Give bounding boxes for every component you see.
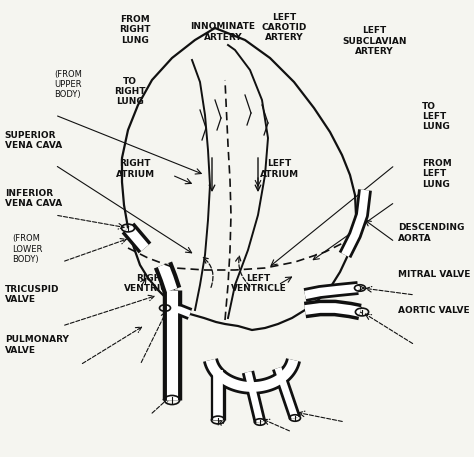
Text: TO
LEFT
LUNG: TO LEFT LUNG (422, 101, 450, 132)
Text: INFERIOR
VENA CAVA: INFERIOR VENA CAVA (5, 189, 62, 208)
Text: LEFT
VENTRICLE: LEFT VENTRICLE (230, 274, 286, 293)
Text: MITRAL VALVE: MITRAL VALVE (398, 270, 471, 279)
Text: AORTIC VALVE: AORTIC VALVE (398, 306, 470, 315)
Text: (FROM
UPPER
BODY): (FROM UPPER BODY) (55, 69, 82, 100)
Text: RIGHT
ATRIUM: RIGHT ATRIUM (116, 159, 155, 179)
Text: TRICUSPID
VALVE: TRICUSPID VALVE (5, 285, 59, 304)
Text: (FROM
LOWER
BODY): (FROM LOWER BODY) (12, 234, 42, 264)
Text: PULMONARY
VALVE: PULMONARY VALVE (5, 335, 69, 355)
Text: LEFT
CAROTID
ARTERY: LEFT CAROTID ARTERY (262, 12, 307, 43)
Text: SUPERIOR
VENA CAVA: SUPERIOR VENA CAVA (5, 131, 62, 150)
Text: LEFT
ATRIUM: LEFT ATRIUM (260, 159, 299, 179)
Text: LEFT
SUBCLAVIAN
ARTERY: LEFT SUBCLAVIAN ARTERY (342, 26, 407, 56)
Text: TO
RIGHT
LUNG: TO RIGHT LUNG (115, 76, 146, 106)
Text: FROM
RIGHT
LUNG: FROM RIGHT LUNG (119, 15, 151, 45)
Text: RIGHT
VENTRICLE: RIGHT VENTRICLE (124, 274, 180, 293)
Text: INNOMINATE
ARTERY: INNOMINATE ARTERY (190, 22, 255, 42)
Text: FROM
LEFT
LUNG: FROM LEFT LUNG (422, 159, 452, 189)
Text: DESCENDING
AORTA: DESCENDING AORTA (398, 223, 465, 243)
